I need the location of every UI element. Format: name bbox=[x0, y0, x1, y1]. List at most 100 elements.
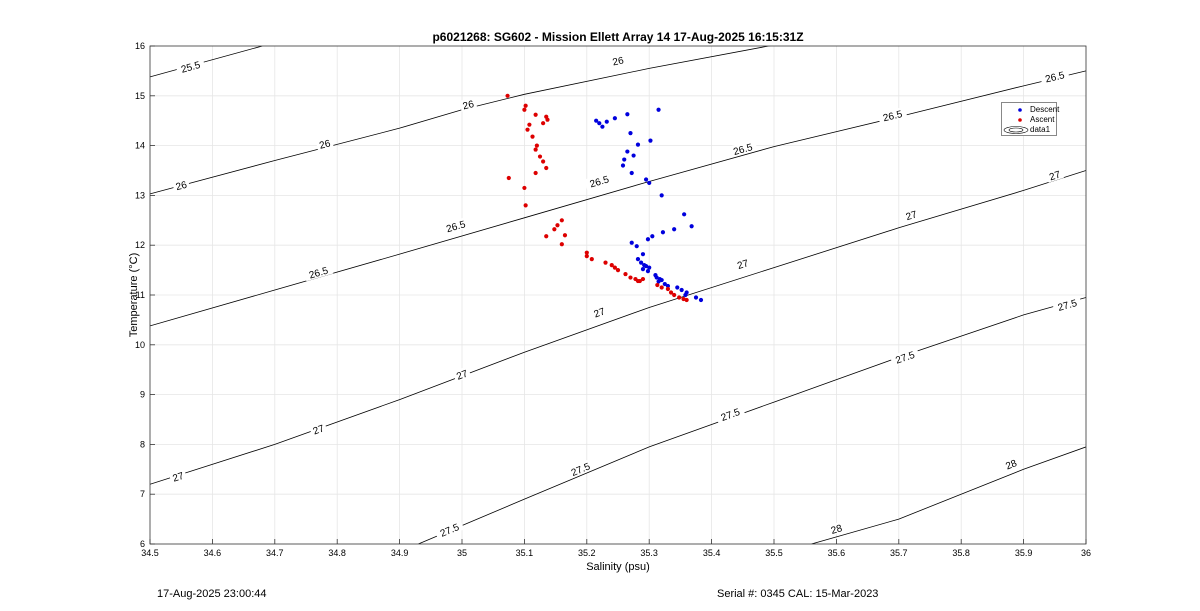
y-axis-label: Temperature (°C) bbox=[128, 253, 140, 337]
contour-label: 25.5 bbox=[180, 60, 202, 76]
point-descent bbox=[654, 275, 659, 280]
contour-label-bg bbox=[877, 106, 908, 124]
contour-label: 26.5 bbox=[308, 265, 330, 281]
contour-label-bg bbox=[1052, 295, 1083, 314]
x-tick-label: 35.9 bbox=[1015, 548, 1033, 558]
x-tick-label: 35.7 bbox=[890, 548, 908, 558]
contour-label: 26.5 bbox=[445, 219, 467, 235]
point-descent bbox=[662, 281, 667, 287]
point-ascent bbox=[541, 121, 546, 126]
x-tick-label: 34.9 bbox=[391, 548, 409, 558]
point-descent bbox=[660, 230, 666, 235]
point-ascent bbox=[615, 268, 621, 273]
contour-symbol-icon bbox=[1003, 126, 1029, 134]
point-ascent bbox=[640, 276, 646, 282]
point-descent bbox=[682, 212, 687, 217]
contour-line bbox=[150, 46, 263, 78]
contour-line bbox=[811, 446, 1086, 544]
contour-label: 28 bbox=[1004, 458, 1019, 473]
point-ascent bbox=[505, 93, 510, 98]
point-ascent bbox=[523, 103, 528, 108]
contour-label: 26.5 bbox=[882, 109, 904, 124]
point-ascent bbox=[544, 165, 549, 171]
contour-label-bg bbox=[315, 136, 334, 151]
contour-label: 27 bbox=[1048, 169, 1062, 183]
x-tick-label: 34.7 bbox=[266, 548, 284, 558]
contour-label-bg bbox=[715, 404, 746, 424]
point-descent bbox=[672, 227, 677, 232]
point-descent bbox=[640, 252, 646, 257]
point-ascent bbox=[655, 282, 660, 288]
contour-label: 27 bbox=[455, 368, 470, 382]
point-descent bbox=[629, 170, 634, 176]
point-ascent bbox=[623, 271, 628, 277]
contour-label-bg bbox=[303, 262, 334, 282]
y-tick-label: 9 bbox=[140, 390, 145, 400]
point-ascent bbox=[530, 134, 535, 139]
point-ascent bbox=[559, 218, 564, 223]
point-ascent bbox=[659, 285, 664, 290]
contour-label: 28 bbox=[830, 523, 844, 537]
contour-label-bg bbox=[1045, 167, 1064, 183]
x-tick-label: 35.3 bbox=[640, 548, 658, 558]
point-descent bbox=[645, 268, 651, 274]
legend-label-data1: data1 bbox=[1030, 125, 1051, 134]
point-ascent bbox=[533, 112, 538, 117]
point-ascent bbox=[603, 260, 608, 265]
point-ascent bbox=[609, 263, 614, 268]
y-tick-label: 12 bbox=[135, 240, 145, 250]
contour-label: 27 bbox=[736, 258, 750, 272]
point-ascent bbox=[668, 290, 674, 295]
legend: Descent Ascent data1 bbox=[1001, 102, 1059, 136]
point-ascent bbox=[665, 286, 671, 292]
point-descent bbox=[675, 285, 680, 290]
point-descent bbox=[647, 265, 652, 270]
point-descent bbox=[635, 142, 641, 147]
point-ascent bbox=[533, 170, 538, 176]
point-descent bbox=[622, 157, 627, 162]
point-descent bbox=[656, 279, 661, 284]
point-ascent bbox=[628, 275, 633, 280]
point-descent bbox=[620, 163, 626, 168]
y-tick-label: 7 bbox=[140, 489, 145, 499]
y-tick-label: 6 bbox=[140, 539, 145, 549]
point-ascent bbox=[562, 233, 568, 238]
x-tick-label: 35.2 bbox=[578, 548, 596, 558]
point-descent bbox=[689, 224, 694, 229]
point-ascent bbox=[537, 154, 543, 159]
contour-label-bg bbox=[1039, 67, 1070, 85]
grid bbox=[150, 46, 1086, 544]
point-descent bbox=[679, 287, 684, 293]
x-tick-label: 34.6 bbox=[204, 548, 222, 558]
contour-label-bg bbox=[733, 255, 752, 272]
point-descent bbox=[650, 234, 655, 239]
x-tick-label: 34.8 bbox=[328, 548, 346, 558]
point-descent bbox=[647, 180, 652, 186]
x-tick-label: 35.4 bbox=[703, 548, 721, 558]
x-tick-label: 35 bbox=[457, 548, 467, 558]
contour-label: 26.5 bbox=[732, 142, 754, 158]
point-ascent bbox=[545, 117, 550, 122]
point-descent bbox=[640, 267, 646, 272]
x-tick-label: 35.8 bbox=[952, 548, 970, 558]
point-ascent bbox=[677, 295, 682, 300]
contour-label: 26 bbox=[175, 180, 189, 194]
point-descent bbox=[634, 244, 639, 249]
contour-label-bg bbox=[901, 207, 921, 223]
point-ascent bbox=[584, 250, 589, 255]
point-descent bbox=[656, 107, 661, 112]
point-ascent bbox=[612, 265, 617, 270]
y-tick-label: 11 bbox=[136, 290, 145, 300]
contour-label-bg bbox=[175, 57, 206, 76]
y-tick-label: 10 bbox=[135, 340, 145, 350]
y-tick-label: 8 bbox=[140, 439, 145, 449]
point-ascent bbox=[589, 257, 594, 262]
point-descent bbox=[638, 260, 644, 265]
contour-label-bg bbox=[459, 97, 478, 112]
contour-label-bg bbox=[584, 171, 615, 191]
contour-label: 27 bbox=[593, 306, 608, 320]
point-descent bbox=[648, 138, 653, 143]
x-tick-label: 34.5 bbox=[141, 548, 159, 558]
contour-label: 27.5 bbox=[1057, 298, 1079, 314]
legend-item-ascent: Ascent bbox=[1002, 115, 1058, 125]
